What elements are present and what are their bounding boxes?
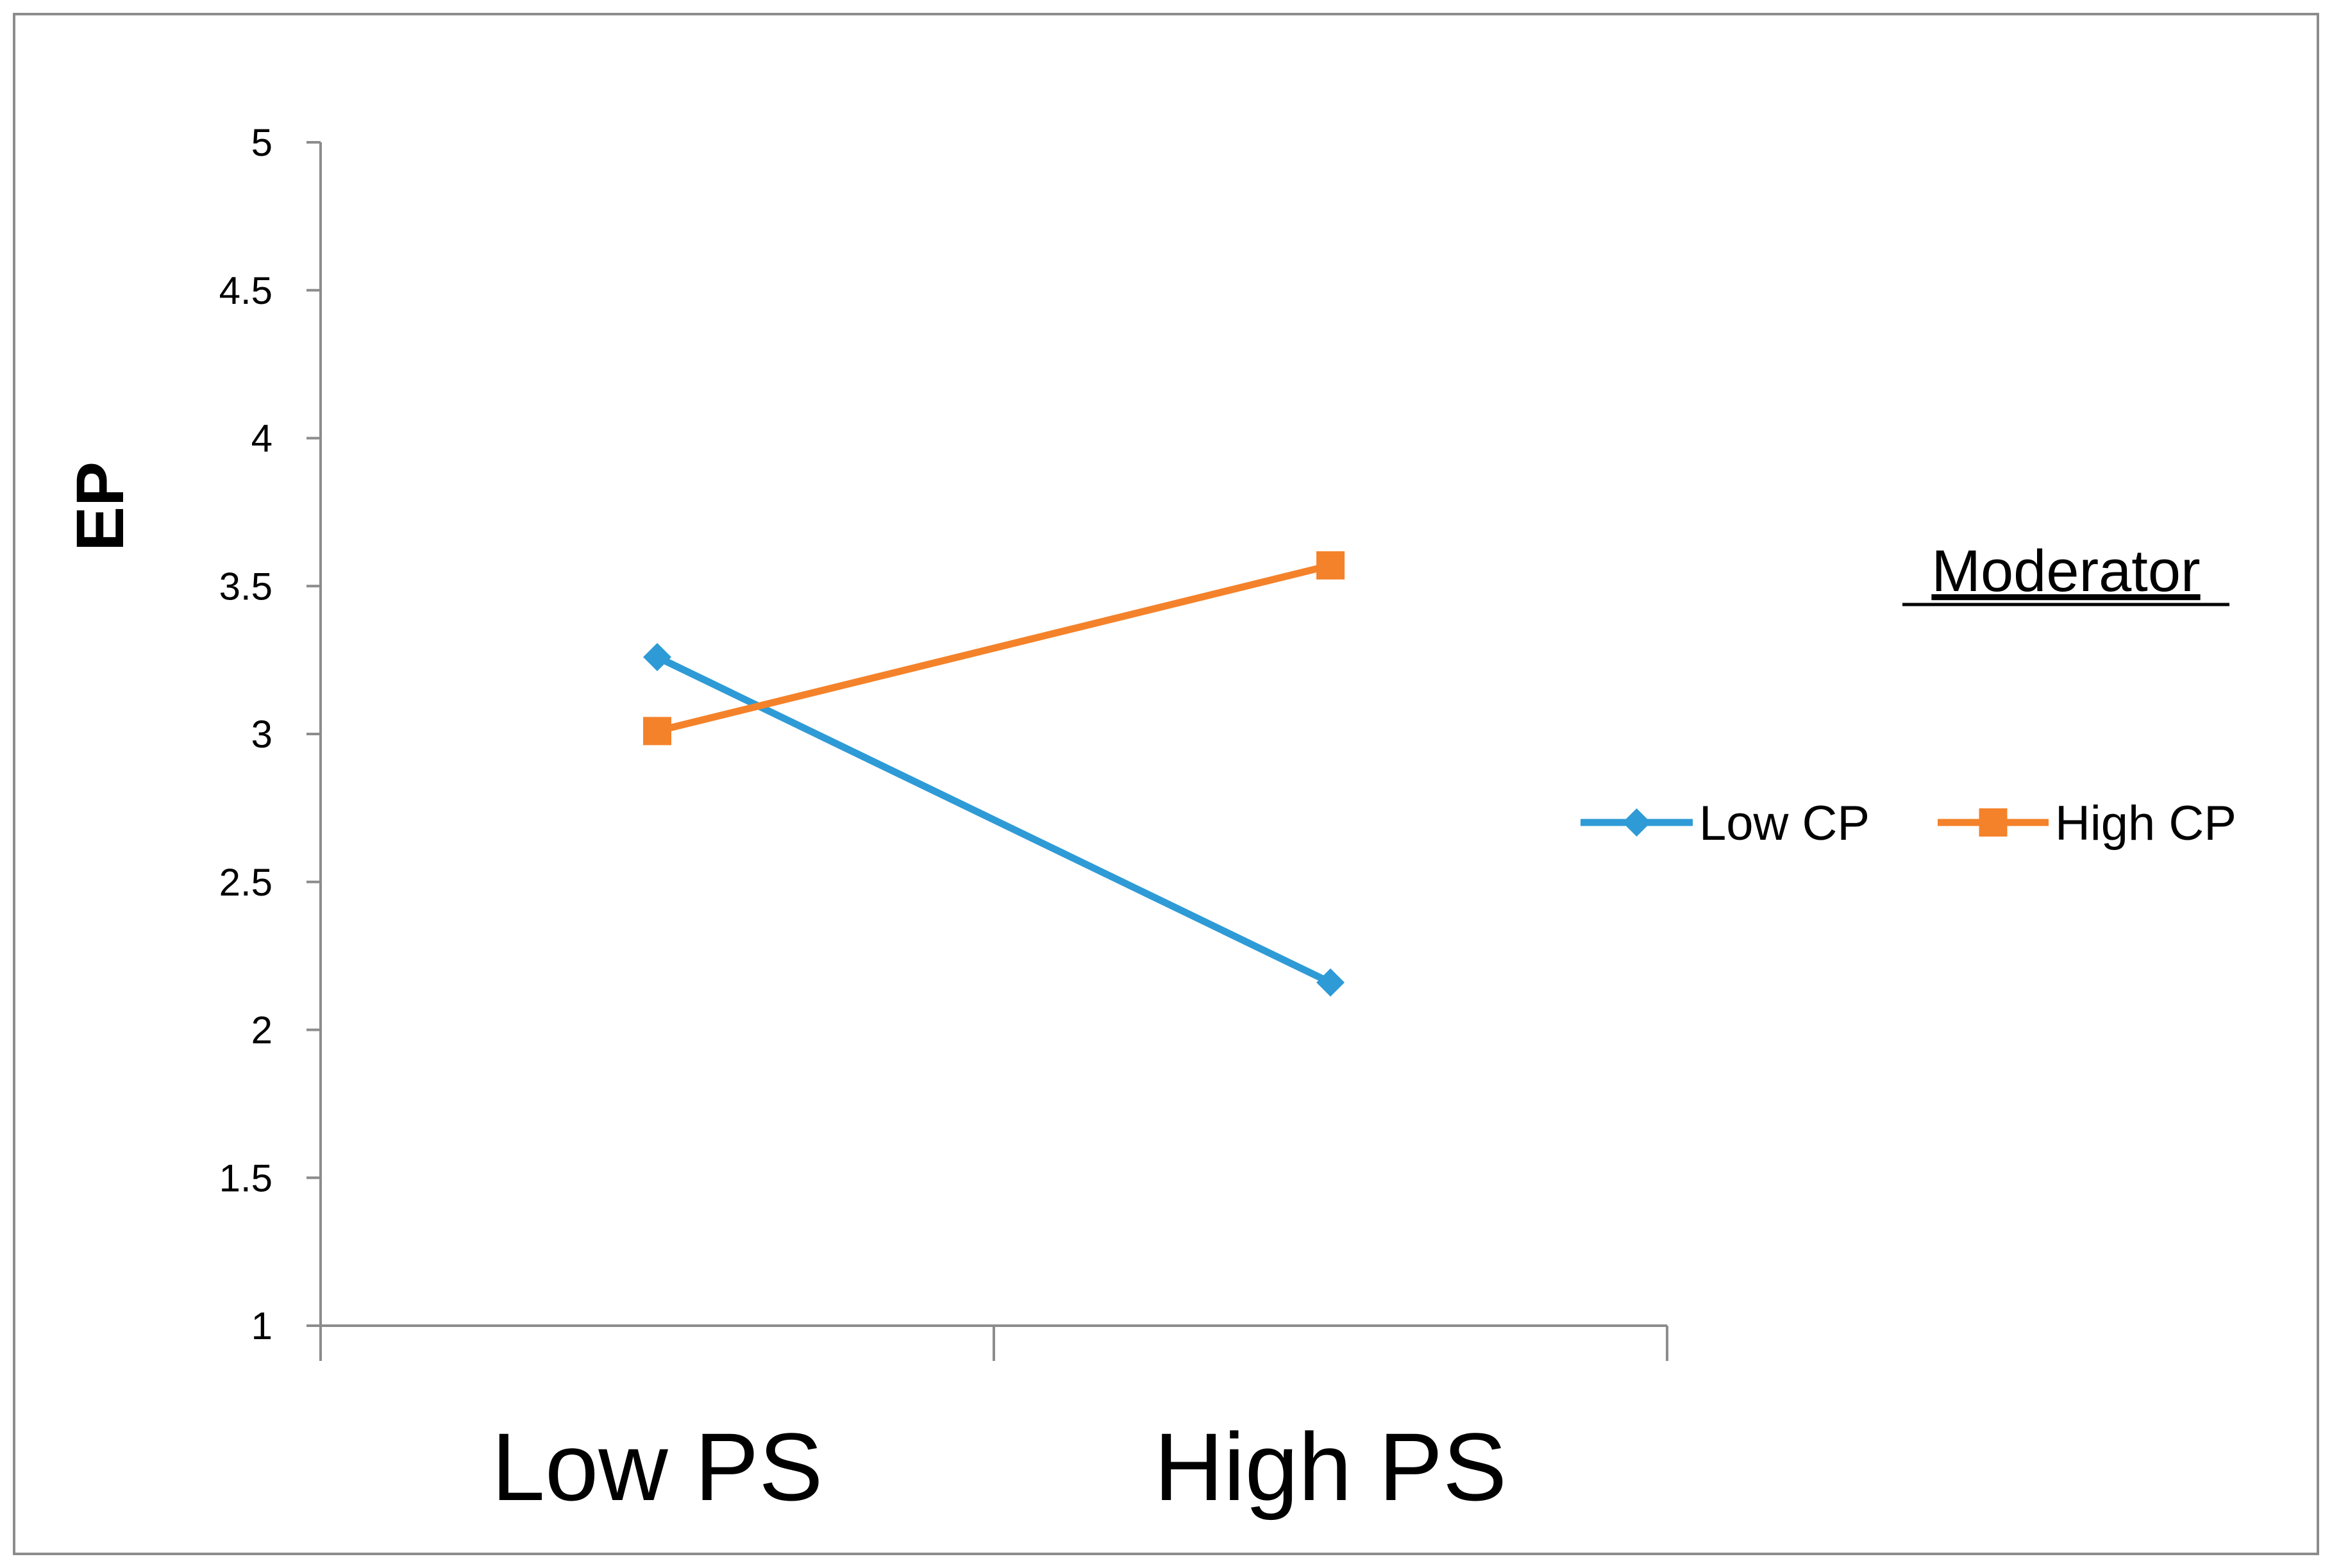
legend-title: Moderator [1931, 538, 2200, 604]
x-tick-label: High PS [1154, 1413, 1507, 1521]
legend-label: Low CP [1699, 796, 1870, 851]
legend-marker [1622, 808, 1651, 837]
data-point [643, 643, 671, 672]
series-line-1 [655, 654, 1332, 986]
y-tick-label: 3.5 [219, 565, 273, 608]
y-tick-label: 5 [251, 121, 273, 164]
y-tick-label: 4.5 [219, 269, 273, 312]
y-axis-label: EP [63, 462, 138, 551]
series-line-2 [656, 562, 1332, 735]
y-tick-label: 1 [251, 1305, 273, 1347]
legend: Moderator Low CP High CP [1581, 538, 2236, 851]
y-tick-label: 1.5 [219, 1156, 273, 1199]
y-ticks: 1 1.5 2 2.5 3 3.5 4 4.5 5 [219, 121, 321, 1347]
data-point [1316, 551, 1345, 580]
x-tick-label: Low PS [492, 1413, 823, 1521]
y-tick-label: 2.5 [219, 861, 273, 904]
legend-marker [1979, 808, 2008, 837]
y-tick-label: 4 [251, 417, 273, 460]
legend-label: High CP [2055, 796, 2236, 851]
legend-items: Low CP High CP [1581, 796, 2236, 851]
series-layer [643, 551, 1345, 997]
data-point [643, 717, 671, 746]
y-tick-label: 3 [251, 713, 273, 756]
x-ticks: Low PS High PS [319, 1326, 1668, 1521]
chart-border [13, 13, 2319, 1555]
data-point [1316, 968, 1345, 997]
y-tick-label: 2 [251, 1009, 273, 1052]
